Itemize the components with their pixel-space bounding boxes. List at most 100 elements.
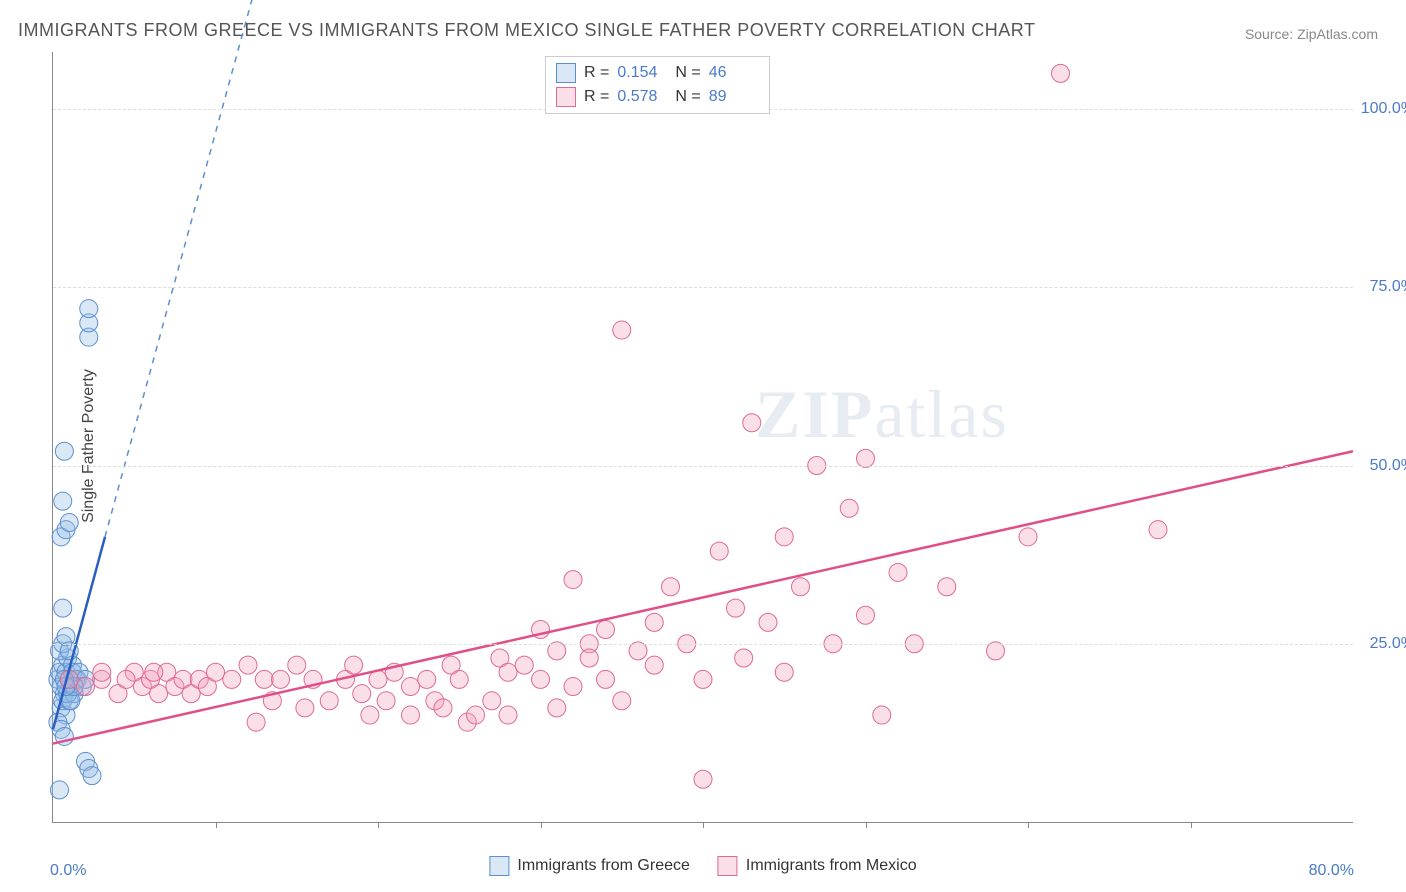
stats-row-greece: R = 0.154 N = 46	[556, 61, 759, 85]
source-label: Source: ZipAtlas.com	[1245, 26, 1378, 42]
legend-item-greece: Immigrants from Greece	[489, 856, 689, 876]
data-point-greece	[60, 514, 78, 532]
data-point-mexico	[710, 542, 728, 560]
data-point-mexico	[727, 599, 745, 617]
data-point-mexico	[450, 670, 468, 688]
data-point-mexico	[564, 678, 582, 696]
data-point-mexico	[1149, 521, 1167, 539]
data-point-mexico	[402, 706, 420, 724]
data-point-mexico	[320, 692, 338, 710]
data-point-mexico	[434, 699, 452, 717]
x-axis-min: 0.0%	[50, 862, 86, 880]
data-point-mexico	[223, 670, 241, 688]
data-point-mexico	[840, 499, 858, 517]
data-point-mexico	[889, 563, 907, 581]
data-point-mexico	[775, 663, 793, 681]
data-point-mexico	[759, 613, 777, 631]
data-point-mexico	[564, 571, 582, 589]
data-point-greece	[80, 300, 98, 318]
data-point-mexico	[1052, 64, 1070, 82]
data-point-mexico	[1019, 528, 1037, 546]
data-point-mexico	[792, 578, 810, 596]
legend-swatch-mexico	[718, 856, 738, 876]
data-point-mexico	[402, 678, 420, 696]
data-point-mexico	[743, 414, 761, 432]
y-tick-label: 25.0%	[1359, 635, 1406, 653]
data-point-mexico	[353, 685, 371, 703]
data-point-mexico	[345, 656, 363, 674]
x-tick	[216, 822, 217, 828]
x-tick	[703, 822, 704, 828]
stats-legend: R = 0.154 N = 46 R = 0.578 N = 89	[545, 56, 770, 114]
data-point-mexico	[694, 670, 712, 688]
data-point-mexico	[467, 706, 485, 724]
data-point-mexico	[272, 670, 290, 688]
data-point-mexico	[515, 656, 533, 674]
chart-svg	[53, 52, 1353, 822]
data-point-mexico	[613, 692, 631, 710]
gridline-h	[53, 466, 1353, 467]
y-tick-label: 100.0%	[1359, 100, 1406, 118]
data-point-greece	[54, 492, 72, 510]
r-value-mexico: 0.578	[617, 88, 667, 106]
data-point-mexico	[532, 670, 550, 688]
data-point-mexico	[117, 670, 135, 688]
data-point-mexico	[613, 321, 631, 339]
data-point-mexico	[255, 670, 273, 688]
data-point-mexico	[645, 613, 663, 631]
trendline-mexico	[53, 451, 1353, 743]
n-value-mexico: 89	[709, 88, 759, 106]
n-label: N =	[675, 88, 700, 106]
data-point-mexico	[645, 656, 663, 674]
n-label: N =	[675, 64, 700, 82]
x-tick	[866, 822, 867, 828]
data-point-greece	[51, 781, 69, 799]
swatch-greece	[556, 63, 576, 83]
data-point-mexico	[93, 663, 111, 681]
gridline-h	[53, 287, 1353, 288]
swatch-mexico	[556, 87, 576, 107]
data-point-mexico	[361, 706, 379, 724]
legend-item-mexico: Immigrants from Mexico	[718, 856, 917, 876]
data-point-greece	[83, 767, 101, 785]
data-point-mexico	[377, 692, 395, 710]
data-point-mexico	[597, 621, 615, 639]
x-tick	[1028, 822, 1029, 828]
data-point-mexico	[857, 606, 875, 624]
data-point-mexico	[873, 706, 891, 724]
legend-label-greece: Immigrants from Greece	[517, 857, 689, 875]
data-point-mexico	[597, 670, 615, 688]
r-label: R =	[584, 64, 609, 82]
data-point-mexico	[735, 649, 753, 667]
data-point-mexico	[499, 706, 517, 724]
chart-container: IMMIGRANTS FROM GREECE VS IMMIGRANTS FRO…	[0, 0, 1406, 892]
data-point-mexico	[239, 656, 257, 674]
x-tick	[1191, 822, 1192, 828]
chart-title: IMMIGRANTS FROM GREECE VS IMMIGRANTS FRO…	[18, 20, 1035, 41]
plot-area: ZIPatlas 25.0%50.0%75.0%100.0%	[52, 52, 1353, 823]
x-tick	[541, 822, 542, 828]
data-point-mexico	[662, 578, 680, 596]
data-point-mexico	[77, 678, 95, 696]
r-value-greece: 0.154	[617, 64, 667, 82]
legend-label-mexico: Immigrants from Mexico	[746, 857, 917, 875]
x-axis-max: 80.0%	[1309, 862, 1354, 880]
data-point-mexico	[775, 528, 793, 546]
data-point-mexico	[548, 699, 566, 717]
data-point-mexico	[694, 770, 712, 788]
legend-swatch-greece	[489, 856, 509, 876]
data-point-greece	[54, 599, 72, 617]
gridline-h	[53, 644, 1353, 645]
n-value-greece: 46	[709, 64, 759, 82]
data-point-mexico	[296, 699, 314, 717]
data-point-mexico	[145, 663, 163, 681]
x-tick	[378, 822, 379, 828]
trendline-greece-dashed	[105, 0, 378, 537]
r-label: R =	[584, 88, 609, 106]
data-point-mexico	[207, 663, 225, 681]
data-point-mexico	[483, 692, 501, 710]
stats-row-mexico: R = 0.578 N = 89	[556, 85, 759, 109]
data-point-mexico	[288, 656, 306, 674]
data-point-greece	[55, 442, 73, 460]
data-point-mexico	[418, 670, 436, 688]
